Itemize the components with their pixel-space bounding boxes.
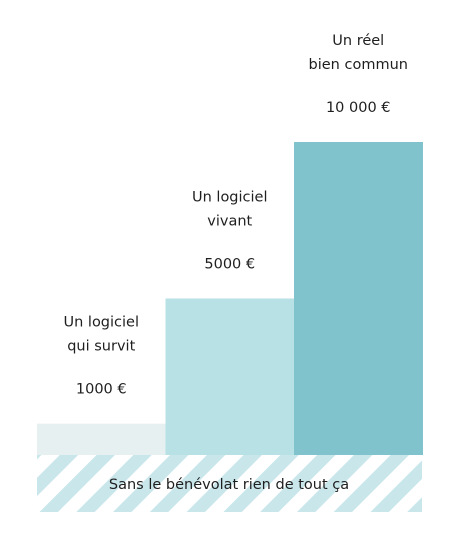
bar-2: [165, 298, 295, 455]
bar-3-label-line-2: bien commun: [309, 57, 408, 73]
labels-group: Un logiciel qui survit 1000 € Un logiciel vi…: [64, 33, 408, 398]
bar-2-value-label: 5000 €: [204, 257, 255, 273]
volunteer-base-band: [37, 455, 422, 512]
bar-3: [294, 142, 423, 455]
bar-1-label-line-1: Un logiciel: [64, 315, 140, 331]
bar-1-label-line-2: qui survit: [67, 339, 135, 355]
bar-3-value-label: 10 000 €: [326, 100, 391, 116]
bar-3-label-line-1: Un réel: [332, 33, 384, 49]
volunteer-base-text: Sans le bénévolat rien de tout ça: [109, 477, 349, 493]
bar-1-value-label: 1000 €: [76, 382, 127, 398]
bar-1: [37, 423, 166, 455]
bar-2-label-line-1: Un logiciel: [192, 190, 268, 206]
bars-group: [37, 142, 423, 455]
bar-2-label-line-2: vivant: [207, 214, 252, 230]
